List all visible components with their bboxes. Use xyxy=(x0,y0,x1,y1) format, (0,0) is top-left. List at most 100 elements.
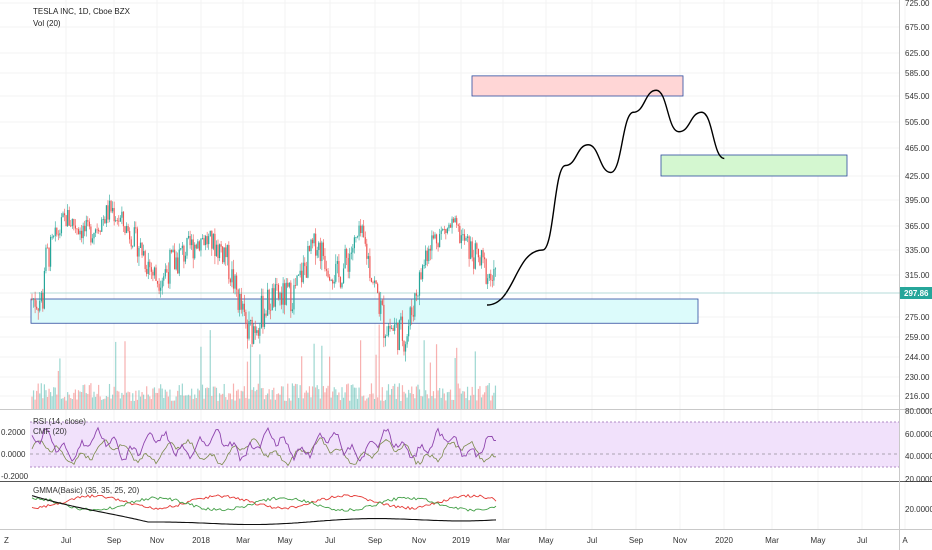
candle-body xyxy=(187,235,190,238)
volume-bar xyxy=(186,395,188,409)
candle-body xyxy=(77,229,80,235)
volume-bar xyxy=(125,392,128,409)
candle-body xyxy=(316,250,318,256)
volume-bar xyxy=(105,395,107,409)
volume-bar xyxy=(149,396,151,409)
candle-body xyxy=(132,245,134,247)
candle-body xyxy=(249,319,252,321)
price-axis[interactable]: 725.00 675.00 625.00 585.00 545.00 505.00 465.… xyxy=(1,0,932,514)
candle-body xyxy=(146,268,148,274)
volume-bar xyxy=(394,383,396,409)
time-tick-label: Mar xyxy=(496,536,510,545)
candle-body xyxy=(263,313,266,327)
candle-body xyxy=(411,307,413,316)
candle-body xyxy=(82,225,84,239)
cmf-legend[interactable]: CMF (20) xyxy=(33,427,67,436)
candle-body xyxy=(336,261,338,264)
volume-bar xyxy=(101,399,103,409)
volume-bar xyxy=(32,390,35,409)
volume-bar xyxy=(127,391,129,409)
volume-bar xyxy=(324,392,326,409)
volume-bar xyxy=(116,390,118,409)
candle-body xyxy=(313,233,315,244)
candle-body xyxy=(105,205,107,224)
candle-body xyxy=(226,245,228,258)
time-axis[interactable]: Jul Sep Nov 2018 Mar May Jul Sep Nov 2019 Mar May Ju… xyxy=(4,536,908,545)
candle-body xyxy=(91,238,94,243)
volume-bar xyxy=(329,356,331,409)
volume-bar xyxy=(349,400,351,409)
volume-legend[interactable]: Vol (20) xyxy=(33,19,61,28)
volume-bar xyxy=(139,396,142,409)
candle-body xyxy=(206,236,208,245)
time-tick-label: Nov xyxy=(673,536,687,545)
volume-bar xyxy=(195,397,197,409)
volume-bar xyxy=(412,394,414,409)
volume-bar xyxy=(476,400,478,409)
drawing-layer[interactable] xyxy=(486,89,725,306)
volume-bar xyxy=(319,398,321,409)
candle-body xyxy=(360,225,362,234)
volume-bar xyxy=(474,351,476,409)
volume-bar xyxy=(459,388,461,409)
volume-bar xyxy=(51,396,53,409)
gmma-legend[interactable]: GMMA(Basic) (35, 35, 25, 20) xyxy=(33,486,140,495)
volume-bar xyxy=(341,387,343,409)
volume-bar xyxy=(285,400,287,409)
volume-bar xyxy=(322,386,324,409)
volume-bar xyxy=(223,383,225,409)
candle-body xyxy=(242,303,244,310)
candle-body xyxy=(403,340,405,352)
candle-body xyxy=(307,245,309,278)
volume-bar xyxy=(220,394,222,409)
candle-body xyxy=(87,220,89,222)
volume-bar xyxy=(473,394,475,409)
zones-layer[interactable] xyxy=(30,75,848,324)
volume-bar xyxy=(435,344,438,409)
candle-body xyxy=(325,269,328,271)
candle-body xyxy=(155,267,157,281)
candle-body xyxy=(273,288,275,307)
zone-cyan[interactable] xyxy=(30,298,699,324)
volume-bar xyxy=(39,393,41,409)
candle-body xyxy=(422,265,424,280)
candle-body xyxy=(347,257,349,272)
volume-bar xyxy=(34,399,36,409)
time-tick-label: Nov xyxy=(412,536,426,545)
volume-bar xyxy=(222,393,224,409)
volume-bar xyxy=(311,386,314,409)
volume-bar xyxy=(150,399,152,409)
rsi-legend[interactable]: RSI (14, close) xyxy=(33,417,86,426)
volume-bar xyxy=(164,389,166,409)
candle-body xyxy=(79,230,81,235)
candle-body xyxy=(130,239,132,247)
zone-green[interactable] xyxy=(660,154,848,177)
volume-bar xyxy=(257,383,259,409)
candle-body xyxy=(487,278,489,284)
volume-bar xyxy=(332,391,334,409)
candle-body xyxy=(118,220,120,222)
volume-bar xyxy=(339,400,342,409)
symbol-title[interactable]: TESLA INC, 1D, Cboe BZX xyxy=(33,7,131,16)
candle-body xyxy=(490,273,492,281)
volume-bar xyxy=(237,389,239,409)
volume-bar xyxy=(53,387,55,409)
volume-bar xyxy=(43,384,45,409)
candle-body xyxy=(245,312,247,325)
volume-bar xyxy=(313,343,315,409)
candle-body xyxy=(104,219,106,224)
volume-bar xyxy=(239,398,241,409)
volume-bar xyxy=(273,387,275,409)
candle-body xyxy=(358,225,360,237)
candle-body xyxy=(277,284,280,299)
price-tick-label: 275.00 xyxy=(905,313,930,322)
candle-body xyxy=(290,282,292,312)
zone-pink[interactable] xyxy=(471,75,684,97)
volume-bar xyxy=(482,394,484,409)
volume-bar xyxy=(494,385,497,409)
candle-body xyxy=(156,280,159,284)
candle-body xyxy=(479,257,481,266)
volume-bar xyxy=(232,383,235,409)
projection-path[interactable] xyxy=(486,89,725,306)
